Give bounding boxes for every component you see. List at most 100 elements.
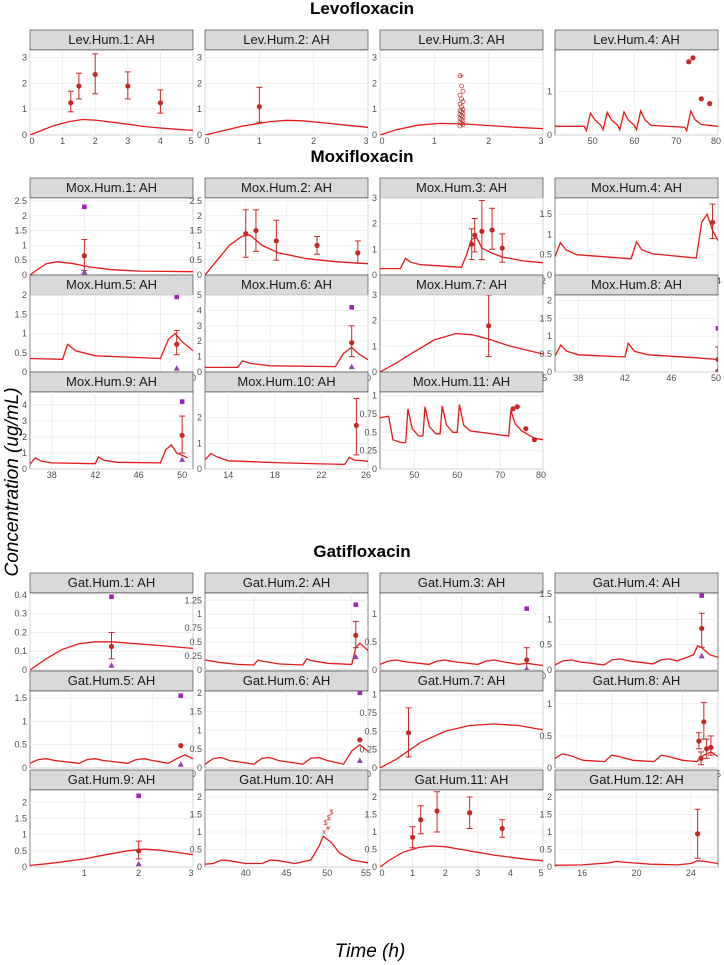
max-square (353, 602, 359, 608)
individual-point (459, 121, 464, 126)
panel-background (204, 294, 369, 373)
observed-point (81, 253, 87, 259)
x-tick-label: 50 (588, 136, 598, 146)
y-tick-label: 1 (372, 104, 377, 114)
panel-mox-hum-4-ah: Mox.Hum.4: AH62687400.511.5 (539, 177, 721, 286)
max-square (524, 606, 529, 611)
panel-title: Lev.Hum.4: AH (593, 32, 679, 47)
model-curve (205, 835, 368, 865)
x-tick-label: 50 (177, 470, 187, 480)
observed-point (314, 242, 320, 248)
plot-area (30, 793, 193, 867)
plot-area (380, 606, 543, 670)
panel-mox-hum-1-ah: Mox.Hum.1: AH012300.511.522.5 (14, 177, 194, 286)
panel-mox-hum-2-ah: Mox.Hum.2: AH0123400.511.522.5 (189, 177, 369, 286)
observed-point (514, 404, 520, 410)
observed-point (472, 232, 478, 238)
y-tick-label: 3 (372, 193, 377, 203)
panel-background (29, 197, 194, 276)
observed-point (709, 219, 716, 225)
y-tick-label: 0 (372, 270, 377, 280)
y-tick-label: 0.5 (364, 726, 377, 736)
y-tick-label: 0 (22, 464, 27, 474)
panel-background (204, 391, 369, 470)
plot-area (205, 602, 368, 666)
observed-point (695, 831, 701, 837)
individual-point (457, 101, 463, 107)
y-tick-label: 0 (372, 130, 377, 140)
observed-point (499, 825, 505, 832)
plot-area: + (380, 71, 543, 135)
individual-marker: $ (329, 810, 333, 817)
model-curve (380, 122, 543, 135)
y-tick-label: 1 (197, 609, 202, 619)
x-tick-label: 60 (629, 136, 639, 146)
y-tick-label: 2 (197, 336, 202, 346)
model-curve (205, 452, 368, 466)
y-tick-label: 2 (22, 290, 27, 300)
plot-area (205, 691, 368, 765)
y-tick-label: 0 (547, 862, 552, 872)
observed-point (434, 808, 440, 814)
x-tick-label: 3 (125, 136, 130, 146)
observed-point (178, 743, 184, 749)
y-tick-label: 1 (197, 240, 202, 250)
x-tick-label: 42 (620, 373, 630, 383)
y-tick-label: 0 (372, 763, 377, 773)
panel-gat-hum-9-ah: Gat.Hum.9: AH 1 2 3 0 0.5 1 1.5 2 (14, 769, 194, 878)
plot-area: $$$#x (205, 810, 368, 865)
y-tick-label: 0.5 (364, 637, 377, 647)
y-axis-label: Concentration (ug/mL) (2, 387, 23, 576)
x-tick-label: 45 (281, 868, 291, 878)
max-square (715, 326, 718, 331)
y-tick-label: 0 (197, 862, 202, 872)
x-tick-label: 26 (361, 470, 371, 480)
x-tick-label: 46 (134, 470, 144, 480)
model-curve (30, 261, 193, 275)
panel-gat-hum-12-ah: Gat.Hum.12: AH 16 20 24 0 0.5 1 1.5 2 (539, 769, 719, 878)
min-triangle (715, 367, 718, 372)
y-tick-label: 1.5 (189, 810, 202, 820)
section-title-levofloxacin: Levofloxacin (310, 0, 414, 18)
x-tick-label: 50 (409, 470, 419, 480)
x-tick-label: 0 (379, 136, 384, 146)
panel-title: Gat.Hum.3: AH (418, 575, 505, 590)
plot-area (380, 200, 543, 270)
plot-area (555, 593, 718, 666)
y-tick-label: 3 (372, 53, 377, 63)
y-tick-label: 0.3 (14, 609, 27, 619)
y-tick-label: 0 (22, 862, 27, 872)
x-tick-label: 80 (536, 470, 546, 480)
y-tick-label: 2 (372, 792, 377, 802)
plot-area (205, 305, 368, 370)
plot-area (380, 404, 543, 444)
x-tick-label: 5 (188, 136, 193, 146)
panel-title: Mox.Hum.7: AH (416, 277, 507, 292)
y-tick-label: 0 (547, 367, 552, 377)
panel-background (204, 49, 369, 136)
panel-title: Gat.Hum.4: AH (593, 575, 680, 590)
y-tick-label: 0 (197, 270, 202, 280)
y-tick-label: 0.5 (364, 845, 377, 855)
observed-point (157, 100, 163, 106)
panel-title: Mox.Hum.6: AH (241, 277, 332, 292)
observed-point (174, 341, 180, 347)
panel-gat-hum-1-ah: Gat.Hum.1: AH01200.10.20.30.4 (14, 572, 194, 681)
y-tick-label: 0.5 (539, 250, 552, 260)
observed-point (469, 241, 475, 247)
y-tick-label: 4 (22, 400, 27, 410)
x-tick-label: 38 (47, 470, 57, 480)
y-tick-label: 2 (197, 413, 202, 423)
observed-point (355, 250, 361, 256)
y-tick-label: 0.2 (14, 627, 27, 637)
y-tick-label: 1.5 (539, 589, 552, 599)
y-tick-label: 2 (197, 688, 202, 698)
x-tick-label: 18 (270, 470, 280, 480)
model-curve (555, 212, 718, 260)
panel-gat-hum-11-ah: Gat.Hum.11: AH 0 1 2 3 4 5 0 0.5 1 1.5 2 (364, 769, 544, 878)
panel-background (29, 391, 194, 470)
individual-point (457, 123, 463, 129)
x-tick-label: 40 (241, 868, 251, 878)
panel-background (554, 294, 719, 373)
observed-point (704, 746, 710, 752)
